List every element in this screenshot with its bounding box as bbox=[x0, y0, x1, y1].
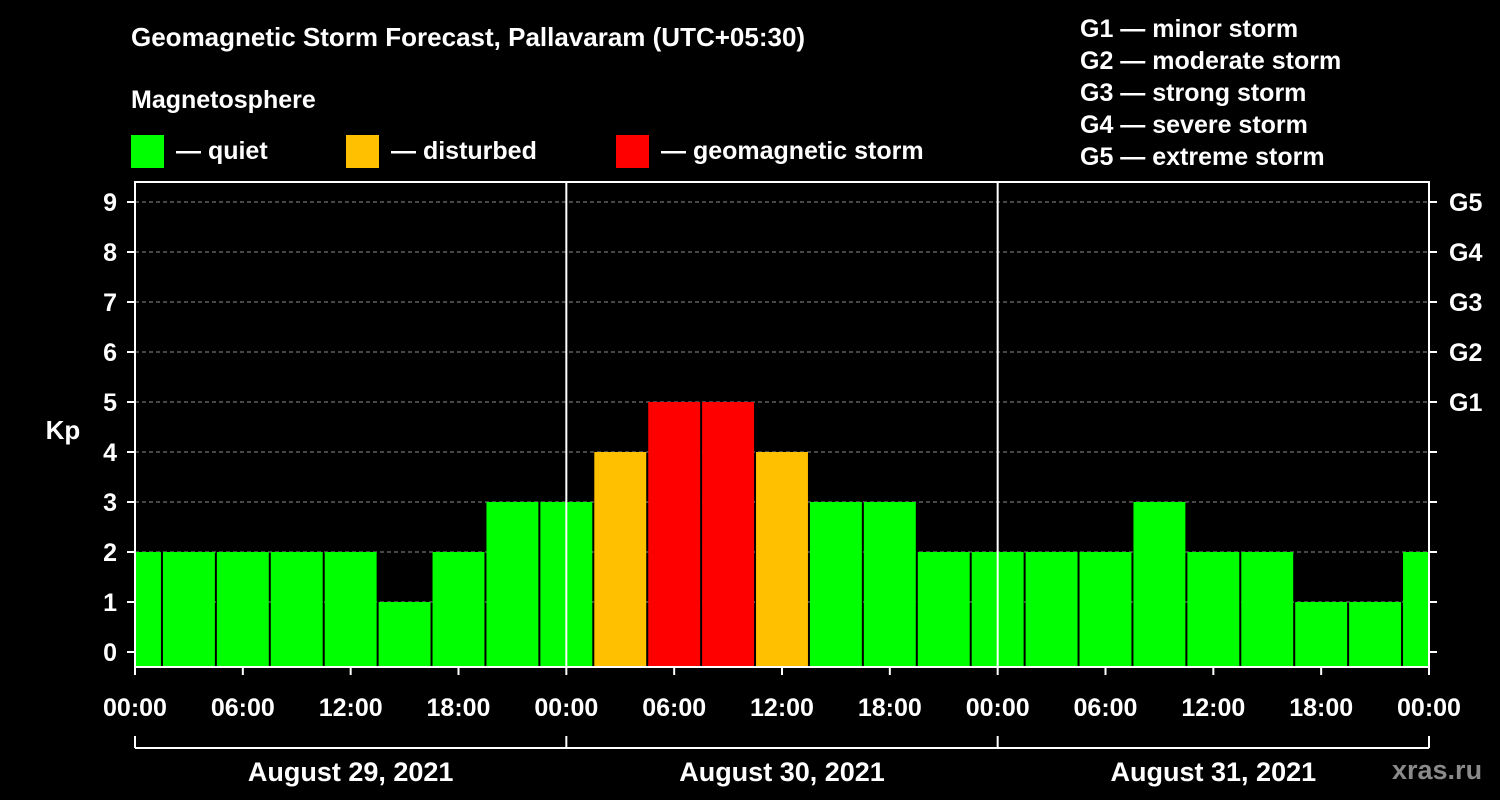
x-tick-label: 06:00 bbox=[1074, 694, 1138, 722]
chart-title: Geomagnetic Storm Forecast, Pallavaram (… bbox=[131, 22, 806, 52]
legend-label-disturbed: — disturbed bbox=[391, 136, 537, 165]
y-axis-label: Kp bbox=[46, 415, 81, 445]
legend-item-storm: — geomagnetic storm bbox=[616, 134, 924, 168]
bar bbox=[324, 552, 377, 667]
legend-swatch-quiet bbox=[131, 134, 164, 168]
bar bbox=[1025, 552, 1078, 667]
bar bbox=[863, 502, 916, 667]
day-label: August 30, 2021 bbox=[679, 757, 885, 787]
bar bbox=[432, 552, 485, 667]
bars bbox=[136, 402, 1428, 667]
y-tick-label: 5 bbox=[103, 389, 117, 417]
day-label: August 29, 2021 bbox=[248, 757, 454, 787]
y-tick-label: 6 bbox=[103, 339, 117, 367]
bar bbox=[702, 402, 755, 667]
x-tick-label: 00:00 bbox=[966, 694, 1030, 722]
x-tick-label: 18:00 bbox=[427, 694, 491, 722]
g-legend-g2: G2 — moderate storm bbox=[1080, 47, 1342, 75]
right-tick-label: G2 bbox=[1449, 339, 1482, 367]
bar bbox=[756, 452, 808, 667]
right-tick-label: G3 bbox=[1449, 289, 1482, 317]
day-label: August 31, 2021 bbox=[1111, 757, 1317, 787]
x-tick-label: 06:00 bbox=[642, 694, 706, 722]
chart-subtitle: Magnetosphere bbox=[131, 86, 316, 114]
x-tick-label: 12:00 bbox=[750, 694, 814, 722]
g-legend-g5: G5 — extreme storm bbox=[1080, 143, 1325, 171]
g-legend-g1: G1 — minor storm bbox=[1080, 15, 1299, 43]
legend-item-quiet: — quiet bbox=[131, 134, 268, 168]
legend-swatch-disturbed bbox=[346, 134, 379, 168]
axis-labels: 0 1 2 3 4 5 6 7 8 9 G1 G2 G3 G4 G5 Kp 00:00 06:00 12:00 18:… bbox=[46, 189, 1483, 787]
bar bbox=[1349, 602, 1402, 667]
y-tick-label: 8 bbox=[103, 239, 117, 267]
y-tick-label: 3 bbox=[103, 489, 117, 517]
legend-item-disturbed: — disturbed bbox=[346, 134, 537, 168]
bar bbox=[136, 552, 161, 667]
right-tick-label: G5 bbox=[1449, 189, 1482, 217]
bar bbox=[594, 452, 647, 667]
y-tick-label: 9 bbox=[103, 189, 117, 217]
right-tick-label: G4 bbox=[1449, 239, 1482, 267]
g-legend-g3: G3 — strong storm bbox=[1080, 79, 1307, 107]
y-tick-label: 2 bbox=[103, 539, 117, 567]
bar bbox=[809, 502, 862, 667]
g-legend-g4: G4 — severe storm bbox=[1080, 111, 1308, 139]
y-tick-label: 0 bbox=[103, 639, 117, 667]
x-tick-label: 00:00 bbox=[1397, 694, 1461, 722]
x-tick-label: 12:00 bbox=[1181, 694, 1245, 722]
right-tick-label: G1 bbox=[1449, 389, 1482, 417]
bar bbox=[270, 552, 323, 667]
x-tick-label: 00:00 bbox=[103, 694, 167, 722]
bar bbox=[917, 552, 970, 667]
x-tick-label: 18:00 bbox=[1289, 694, 1353, 722]
x-tick-label: 12:00 bbox=[319, 694, 383, 722]
bar bbox=[162, 552, 215, 667]
bar bbox=[1133, 502, 1186, 667]
legend-label-quiet: — quiet bbox=[176, 136, 268, 165]
bar bbox=[1295, 602, 1348, 667]
bar bbox=[1403, 552, 1428, 667]
y-tick-label: 4 bbox=[103, 439, 117, 467]
bar bbox=[378, 602, 431, 667]
bar bbox=[1187, 552, 1240, 667]
bar bbox=[1241, 552, 1294, 667]
x-tick-label: 06:00 bbox=[211, 694, 275, 722]
bar bbox=[1079, 552, 1132, 667]
y-tick-label: 7 bbox=[103, 289, 117, 317]
legend-swatch-storm bbox=[616, 134, 649, 168]
x-tick-label: 00:00 bbox=[534, 694, 598, 722]
bar bbox=[648, 402, 701, 667]
y-tick-label: 1 bbox=[103, 589, 117, 617]
legend-label-storm: — geomagnetic storm bbox=[661, 136, 924, 165]
axes bbox=[127, 181, 1437, 749]
bar bbox=[216, 552, 269, 667]
bar bbox=[486, 502, 539, 667]
x-tick-label: 18:00 bbox=[858, 694, 922, 722]
watermark: xras.ru bbox=[1392, 755, 1483, 785]
